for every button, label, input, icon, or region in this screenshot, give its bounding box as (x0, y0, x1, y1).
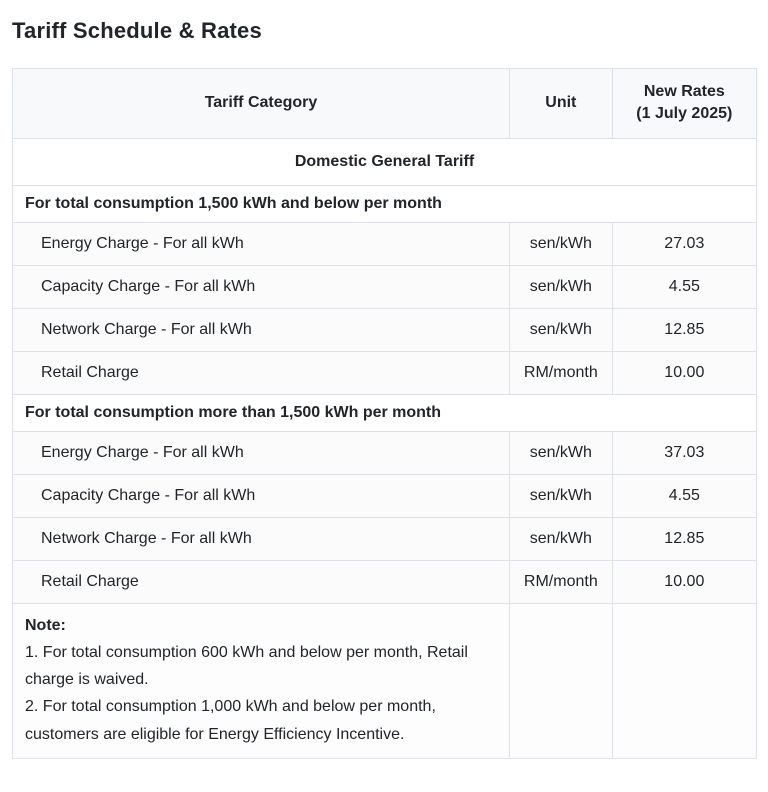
header-new-rates: New Rates (1 July 2025) (611, 68, 758, 139)
row-rate: 37.03 (611, 430, 758, 475)
row-rate: 4.55 (611, 264, 758, 309)
table-header-row: Tariff Category Unit New Rates (1 July 2… (12, 68, 758, 139)
row-unit: RM/month (508, 559, 613, 604)
note-cell: Note: 1. For total consumption 600 kWh a… (12, 602, 510, 759)
section-heading-2: For total consumption more than 1,500 kW… (12, 393, 757, 432)
table-row: Energy Charge - For all kWh sen/kWh 37.0… (12, 430, 758, 475)
row-category: Network Charge - For all kWh (12, 307, 510, 352)
row-category: Retail Charge (12, 350, 510, 395)
header-tariff-category: Tariff Category (12, 68, 510, 139)
note-row: Note: 1. For total consumption 600 kWh a… (12, 602, 758, 759)
table-row: Energy Charge - For all kWh sen/kWh 27.0… (12, 221, 758, 266)
row-category: Energy Charge - For all kWh (12, 221, 510, 266)
table-row: Retail Charge RM/month 10.00 (12, 559, 758, 604)
page-title: Tariff Schedule & Rates (12, 18, 262, 43)
tariff-table: Tariff Category Unit New Rates (1 July 2… (12, 68, 758, 759)
row-rate: 10.00 (611, 559, 758, 604)
section-heading-1: For total consumption 1,500 kWh and belo… (12, 184, 757, 223)
row-rate: 12.85 (611, 516, 758, 561)
header-new-rates-line1: New Rates (643, 83, 725, 100)
table-row: Network Charge - For all kWh sen/kWh 12.… (12, 516, 758, 561)
row-category: Capacity Charge - For all kWh (12, 264, 510, 309)
section-heading-row: For total consumption 1,500 kWh and belo… (12, 184, 757, 223)
table-row: Capacity Charge - For all kWh sen/kWh 4.… (12, 264, 758, 309)
row-category: Capacity Charge - For all kWh (12, 473, 510, 518)
row-rate: 4.55 (611, 473, 758, 518)
row-rate: 27.03 (611, 221, 758, 266)
row-unit: sen/kWh (508, 221, 613, 266)
table-row: Network Charge - For all kWh sen/kWh 12.… (12, 307, 758, 352)
row-rate: 10.00 (611, 350, 758, 395)
note-line-1: 1. For total consumption 600 kWh and bel… (25, 643, 468, 689)
row-category: Network Charge - For all kWh (12, 516, 510, 561)
row-category: Energy Charge - For all kWh (12, 430, 510, 475)
table-row: Retail Charge RM/month 10.00 (12, 350, 758, 395)
row-unit: sen/kWh (508, 307, 613, 352)
table-row: Capacity Charge - For all kWh sen/kWh 4.… (12, 473, 758, 518)
row-unit: sen/kWh (508, 430, 613, 475)
section-heading-row: For total consumption more than 1,500 kW… (12, 393, 757, 432)
group-title-row: Domestic General Tariff (12, 137, 757, 186)
row-rate: 12.85 (611, 307, 758, 352)
row-unit: sen/kWh (508, 473, 613, 518)
row-unit: RM/month (508, 350, 613, 395)
note-empty-rate-cell (611, 602, 758, 759)
note-empty-unit-cell (508, 602, 613, 759)
row-category: Retail Charge (12, 559, 510, 604)
header-new-rates-line2: (1 July 2025) (636, 105, 733, 123)
note-label: Note: (25, 616, 66, 634)
note-line-2: 2. For total consumption 1,000 kWh and b… (25, 698, 436, 743)
header-unit: Unit (508, 68, 613, 139)
row-unit: sen/kWh (508, 516, 613, 561)
row-unit: sen/kWh (508, 264, 613, 309)
group-title: Domestic General Tariff (12, 137, 757, 186)
